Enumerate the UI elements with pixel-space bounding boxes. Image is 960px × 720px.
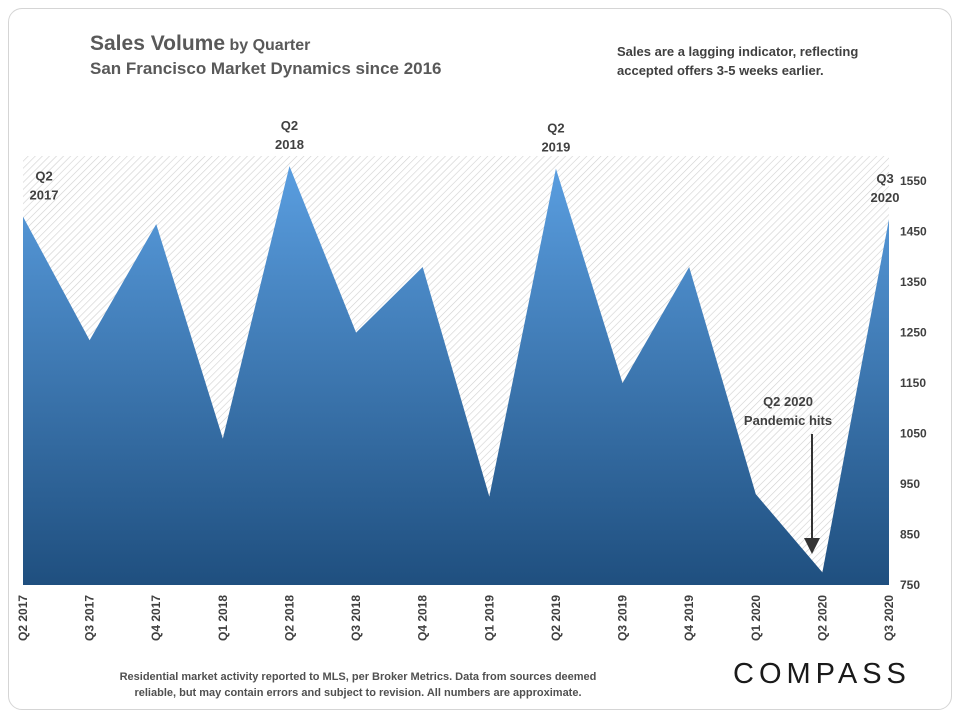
- x-tick-label: Q3 2018: [349, 595, 363, 641]
- annotation-label: 2019: [541, 140, 570, 155]
- chart-subtitle: San Francisco Market Dynamics since 2016: [90, 59, 442, 78]
- footer-disclaimer: Residential market activity reported to …: [119, 671, 597, 699]
- annotation-label: 2018: [275, 137, 304, 152]
- x-tick-label: Q1 2019: [482, 595, 496, 641]
- x-tick-label: Q4 2017: [149, 595, 163, 641]
- y-tick-label: 1550: [900, 174, 927, 188]
- annotation-label: Q2: [35, 169, 52, 184]
- x-tick-label: Q4 2019: [682, 595, 696, 641]
- annotation-label: 2020: [871, 190, 900, 205]
- annotation-label: Q2: [547, 121, 564, 136]
- annotation-label: Pandemic hits: [744, 413, 832, 428]
- y-tick-label: 950: [900, 477, 920, 491]
- x-tick-label: Q2 2017: [16, 595, 30, 641]
- annotation-label: Q3: [876, 171, 893, 186]
- x-tick-label: Q2 2020: [815, 595, 829, 641]
- sales-volume-area: [23, 166, 889, 585]
- x-tick-label: Q1 2020: [749, 595, 763, 641]
- compass-logo: COMPASS: [733, 658, 911, 690]
- x-tick-label: Q3 2019: [616, 595, 630, 641]
- y-tick-label: 1150: [900, 376, 926, 390]
- title-block: Sales Volume by Quarter San Francisco Ma…: [90, 32, 442, 79]
- y-tick-label: 1050: [900, 427, 927, 441]
- x-tick-label: Q1 2018: [216, 595, 230, 641]
- annotation-label: Q2 2020: [763, 394, 813, 409]
- y-tick-label: 1450: [900, 225, 927, 239]
- chart-title-suffix: by Quarter: [229, 37, 311, 54]
- y-tick-label: 750: [900, 578, 920, 592]
- chart-title: Sales Volume: [90, 32, 226, 55]
- annotation-label: Q2: [281, 118, 298, 133]
- x-tick-label: Q4 2018: [416, 595, 430, 641]
- y-tick-label: 850: [900, 528, 920, 542]
- x-tick-label: Q3 2017: [83, 595, 97, 641]
- annotation-label: 2017: [30, 188, 59, 203]
- y-tick-label: 1350: [900, 275, 927, 289]
- lagging-indicator-note: Sales are a lagging indicator, reflectin…: [617, 44, 859, 78]
- y-tick-label: 1250: [900, 326, 927, 340]
- x-tick-label: Q2 2019: [549, 595, 563, 641]
- x-tick-label: Q2 2018: [282, 595, 296, 641]
- x-tick-label: Q3 2020: [882, 595, 896, 641]
